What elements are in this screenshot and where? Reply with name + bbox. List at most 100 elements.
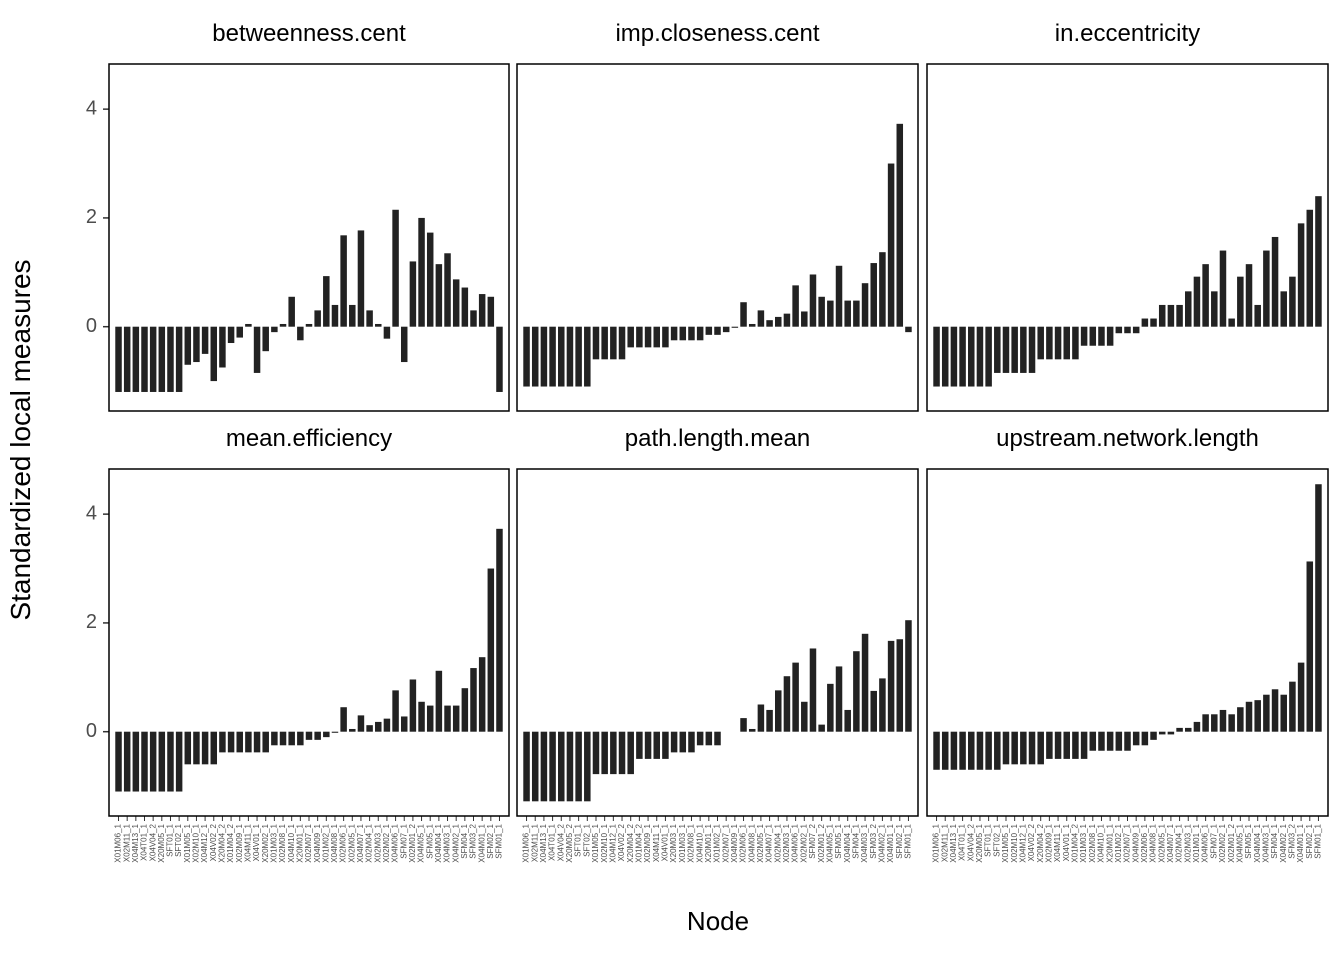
x-tick-label: X04M02_1: [451, 823, 460, 862]
bar: [861, 283, 869, 327]
bar: [766, 320, 773, 327]
bar: [1254, 304, 1261, 327]
bar: [1306, 561, 1314, 732]
bar: [941, 731, 949, 770]
bar: [1089, 731, 1097, 751]
x-tick-label: X04M04_1: [434, 823, 443, 862]
x-tick-label: X04M05_1: [1235, 823, 1244, 862]
x-tick-label: X04M08_1: [330, 823, 339, 862]
x-tick-label: X20M03_1: [669, 823, 678, 862]
panel-title: path.length.mean: [625, 425, 810, 452]
bar: [297, 731, 304, 746]
bar: [976, 326, 984, 387]
bar: [959, 731, 966, 770]
x-tick-label: SFM03_2: [1288, 823, 1297, 858]
bar: [167, 731, 174, 792]
bar: [731, 326, 739, 328]
bar: [1106, 731, 1114, 751]
bar: [435, 264, 443, 327]
x-tick-label: SFM01_1: [495, 823, 504, 858]
bar: [644, 731, 652, 759]
bar: [1028, 326, 1036, 373]
x-tick-label: SFT02_1: [582, 823, 591, 856]
bar: [1115, 731, 1123, 751]
bar: [1193, 276, 1201, 327]
bar: [748, 323, 756, 327]
bar: [558, 326, 565, 387]
bar: [861, 633, 869, 732]
x-tick-label: SFM07_2: [808, 823, 817, 858]
bar: [271, 326, 278, 333]
bar: [531, 731, 539, 802]
bar: [1063, 326, 1070, 360]
bar: [688, 731, 695, 753]
bar: [487, 568, 495, 732]
x-tick-label: X04M07_1: [1166, 823, 1175, 862]
bar: [870, 263, 877, 327]
bar: [193, 326, 200, 363]
bar: [1176, 727, 1183, 732]
x-tick-label: X01M06_1: [932, 823, 941, 862]
bar: [1315, 196, 1322, 327]
bar: [435, 670, 443, 732]
x-tick-label: X04T01_1: [140, 823, 149, 860]
bar: [1228, 318, 1235, 327]
x-tick-label: X04M10_1: [287, 823, 296, 862]
bar: [1037, 326, 1044, 360]
bar: [123, 326, 131, 392]
x-tick-label: X01M03_1: [678, 823, 687, 862]
bar: [575, 326, 582, 387]
panel-title: upstream.network.length: [996, 425, 1259, 452]
x-tick-label: X02M09_1: [235, 823, 244, 862]
bar: [1150, 318, 1157, 327]
panel-border: [516, 63, 919, 412]
x-tick-label: SFM01_1: [1314, 823, 1323, 858]
bar: [844, 300, 851, 327]
x-tick-label: X04V01_1: [1062, 823, 1071, 861]
x-tick-label: X02M05_1: [1157, 823, 1166, 862]
x-tick-label: SFM03_2: [469, 823, 478, 858]
x-tick-label: X01M06_1: [522, 823, 531, 862]
bar: [236, 326, 243, 338]
bar: [123, 731, 131, 792]
bar: [383, 326, 391, 339]
bar: [1158, 304, 1166, 327]
bar: [1271, 236, 1279, 327]
bar: [340, 707, 347, 732]
x-tick-label: X04V02_2: [617, 823, 626, 861]
bar: [305, 323, 313, 327]
bar: [1020, 326, 1027, 373]
bar: [478, 294, 486, 327]
x-tick-label: X04T01_1: [958, 823, 967, 860]
x-tick-label: X04M07_1: [765, 823, 774, 862]
x-tick-label: SFM07_1: [399, 823, 408, 858]
bar: [1132, 326, 1140, 334]
bar: [444, 253, 451, 327]
bar: [375, 323, 382, 327]
bar: [297, 326, 304, 341]
bar: [349, 728, 356, 732]
panel-border: [926, 63, 1329, 412]
bar: [1202, 264, 1209, 327]
bar: [1297, 223, 1305, 327]
bar: [357, 715, 365, 732]
x-tick-label: X01M04_2: [226, 823, 235, 862]
bar: [201, 326, 209, 354]
x-tick-label: X04M12_1: [1018, 823, 1027, 862]
x-tick-label: X04M03_1: [1261, 823, 1270, 862]
bar: [409, 679, 417, 732]
bar: [496, 528, 503, 732]
bar: [792, 662, 799, 732]
bar: [610, 731, 617, 775]
bar: [210, 326, 218, 382]
bar: [305, 731, 313, 740]
bar: [175, 326, 183, 392]
bar: [1124, 326, 1131, 334]
x-tick-label: X01M03_1: [1079, 823, 1088, 862]
x-tick-label: X20M05_1: [157, 823, 166, 862]
bar: [1080, 731, 1088, 759]
x-tick-label: X01M02_1: [1114, 823, 1123, 862]
bar: [1037, 731, 1044, 765]
bar: [184, 731, 192, 765]
bar: [994, 731, 1001, 770]
